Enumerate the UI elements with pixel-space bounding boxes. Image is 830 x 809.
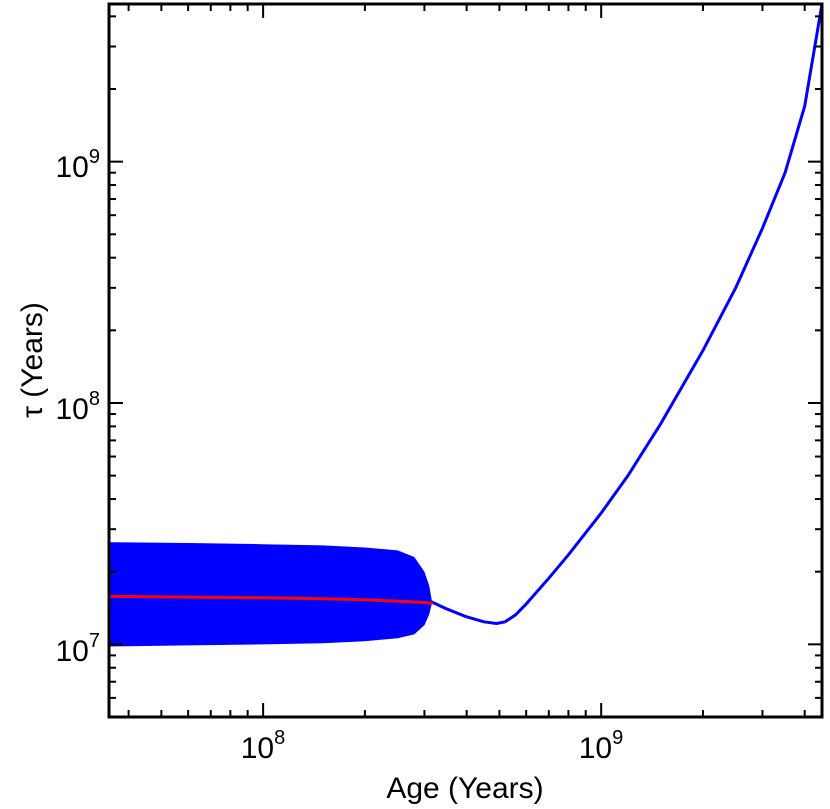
y-tick-exp-1e8: 8 bbox=[89, 388, 100, 410]
series-line-0 bbox=[430, 4, 822, 625]
x-tick-exp-1e9: 9 bbox=[612, 727, 623, 749]
y-tick-base-1e8: 10 bbox=[56, 393, 89, 426]
y-tick-label-1e7: 107 bbox=[56, 630, 101, 668]
y-tick-base-1e9: 10 bbox=[56, 151, 89, 184]
y-axis-title: τ (Years) bbox=[16, 302, 49, 418]
y-tick-label-1e9: 109 bbox=[56, 146, 101, 184]
major-ticks bbox=[109, 4, 822, 717]
x-tick-label-1e9: 109 bbox=[579, 727, 624, 765]
data-layer bbox=[109, 4, 822, 647]
x-tick-base-1e9: 10 bbox=[579, 732, 612, 765]
x-tick-base-1e8: 10 bbox=[241, 732, 274, 765]
x-tick-exp-1e8: 8 bbox=[274, 727, 285, 749]
plot-frame bbox=[107, 2, 824, 719]
uncertainty-band bbox=[109, 542, 432, 647]
y-tick-label-1e8: 108 bbox=[56, 388, 101, 426]
y-tick-exp-1e9: 9 bbox=[89, 146, 100, 168]
x-tick-label-1e8: 108 bbox=[241, 727, 286, 765]
series-line-1 bbox=[109, 594, 434, 605]
y-tick-base-1e7: 10 bbox=[56, 635, 89, 668]
y-tick-exp-1e7: 7 bbox=[89, 630, 100, 652]
x-axis-title: Age (Years) bbox=[386, 772, 543, 805]
